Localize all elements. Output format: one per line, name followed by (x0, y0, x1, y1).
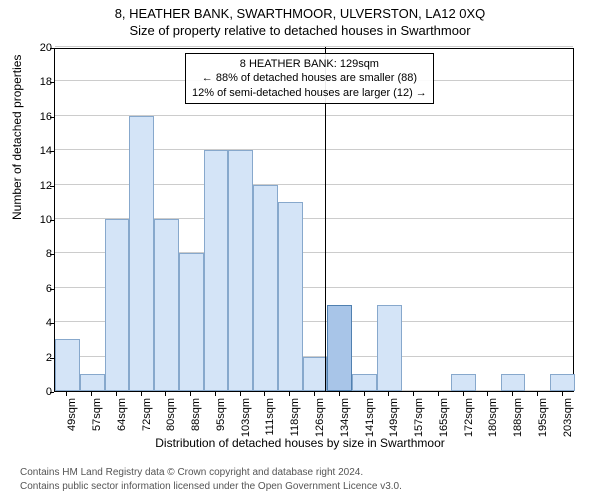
x-tick-mark (314, 392, 315, 396)
x-tick-label: 88sqm (190, 398, 202, 440)
x-tick-label: 188sqm (512, 398, 524, 440)
x-tick-mark (388, 392, 389, 396)
chart-subtitle: Size of property relative to detached ho… (0, 21, 600, 38)
x-tick-label: 49sqm (66, 398, 78, 440)
histogram-bar (501, 374, 526, 391)
x-tick-mark (413, 392, 414, 396)
x-tick-label: 126sqm (314, 398, 326, 440)
histogram-bar (129, 116, 154, 391)
x-tick-label: 157sqm (413, 398, 425, 440)
x-tick-label: 165sqm (438, 398, 450, 440)
x-tick-label: 111sqm (264, 398, 276, 440)
page-title: 8, HEATHER BANK, SWARTHMOOR, ULVERSTON, … (0, 0, 600, 21)
x-tick-label: 95sqm (215, 398, 227, 440)
histogram-bar (451, 374, 476, 391)
x-tick-mark (537, 392, 538, 396)
y-tick-mark (50, 289, 54, 290)
histogram-bar-highlight (327, 305, 352, 391)
y-tick-mark (50, 151, 54, 152)
y-tick-mark (50, 117, 54, 118)
x-tick-mark (562, 392, 563, 396)
x-tick-mark (215, 392, 216, 396)
x-tick-mark (364, 392, 365, 396)
y-tick-mark (50, 323, 54, 324)
annotation-line1: 8 HEATHER BANK: 129sqm (192, 57, 427, 71)
y-tick-mark (50, 48, 54, 49)
histogram-bar (105, 219, 130, 391)
y-tick-mark (50, 358, 54, 359)
annotation-line2: ← 88% of detached houses are smaller (88… (192, 71, 427, 85)
x-tick-mark (190, 392, 191, 396)
y-axis-label: Number of detached properties (10, 55, 24, 220)
x-tick-mark (264, 392, 265, 396)
histogram-bar (179, 253, 204, 391)
x-tick-label: 134sqm (339, 398, 351, 440)
y-tick-mark (50, 82, 54, 83)
x-tick-label: 118sqm (289, 398, 301, 440)
x-tick-label: 64sqm (116, 398, 128, 440)
footer-licence: Contains public sector information licen… (20, 481, 402, 492)
histogram-bar (204, 150, 229, 391)
x-tick-mark (165, 392, 166, 396)
x-tick-label: 172sqm (463, 398, 475, 440)
histogram-bar (278, 202, 303, 391)
x-tick-mark (289, 392, 290, 396)
x-tick-label: 149sqm (388, 398, 400, 440)
x-tick-label: 203sqm (562, 398, 574, 440)
histogram-bar (550, 374, 575, 391)
x-tick-label: 141sqm (364, 398, 376, 440)
histogram-bar (352, 374, 377, 391)
x-tick-mark (240, 392, 241, 396)
histogram-bar (154, 219, 179, 391)
histogram-bar (253, 185, 278, 391)
annotation-line3: 12% of semi-detached houses are larger (… (192, 86, 427, 100)
y-tick-mark (50, 392, 54, 393)
x-tick-mark (91, 392, 92, 396)
x-tick-label: 103sqm (240, 398, 252, 440)
x-tick-mark (512, 392, 513, 396)
x-tick-label: 80sqm (165, 398, 177, 440)
plot-area: 8 HEATHER BANK: 129sqm← 88% of detached … (54, 48, 574, 392)
x-tick-mark (438, 392, 439, 396)
annotation-box: 8 HEATHER BANK: 129sqm← 88% of detached … (185, 53, 434, 104)
x-axis-label: Distribution of detached houses by size … (0, 436, 600, 450)
y-tick-mark (50, 220, 54, 221)
x-tick-label: 57sqm (91, 398, 103, 440)
x-tick-label: 180sqm (487, 398, 499, 440)
histogram-bar (303, 357, 328, 391)
footer-copyright: Contains HM Land Registry data © Crown c… (20, 467, 363, 478)
x-tick-mark (463, 392, 464, 396)
x-tick-mark (116, 392, 117, 396)
x-tick-mark (487, 392, 488, 396)
histogram-bar (80, 374, 105, 391)
histogram-bar (377, 305, 402, 391)
y-tick-mark (50, 254, 54, 255)
x-tick-label: 72sqm (141, 398, 153, 440)
chart-container: 8, HEATHER BANK, SWARTHMOOR, ULVERSTON, … (0, 0, 600, 500)
x-tick-mark (339, 392, 340, 396)
x-tick-mark (66, 392, 67, 396)
y-tick-mark (50, 186, 54, 187)
histogram-bar (55, 339, 80, 391)
gridline (55, 46, 573, 47)
histogram-bar (228, 150, 253, 391)
x-tick-label: 195sqm (537, 398, 549, 440)
x-tick-mark (141, 392, 142, 396)
